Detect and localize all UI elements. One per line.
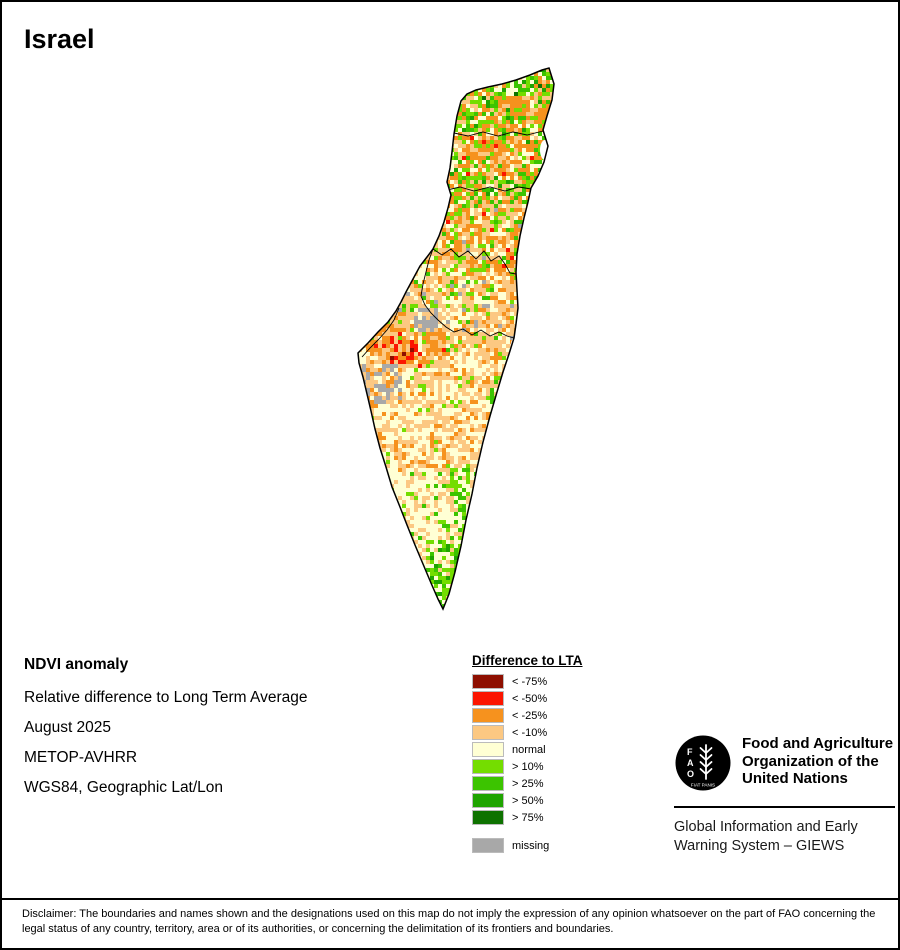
gaza-boundary xyxy=(361,307,400,358)
fao-block: F A O FIAT PANIS Food and Agriculture xyxy=(674,733,896,856)
fao-org-name: Food and Agriculture Organization of the… xyxy=(742,735,893,788)
legend-label: normal xyxy=(512,743,546,756)
legend-row: > 50% xyxy=(472,793,622,808)
giews-line: Warning System – GIEWS xyxy=(674,838,845,854)
legend-label: > 50% xyxy=(512,794,544,807)
fao-logo-icon: F A O FIAT PANIS xyxy=(675,735,731,791)
legend-swatch-gt-50 xyxy=(472,793,504,808)
legend-swatch-lt-10 xyxy=(472,725,504,740)
fao-org-line: Food and Agriculture xyxy=(742,735,894,752)
district-boundary-galilee xyxy=(453,130,544,137)
legend-swatch-gt-75 xyxy=(472,810,504,825)
fao-org-line: Organization of the xyxy=(742,752,879,770)
footer-divider-line xyxy=(2,898,898,900)
wheat-ear-icon xyxy=(699,744,713,780)
west-bank-boundary-north xyxy=(432,248,517,275)
info-date: August 2025 xyxy=(24,719,112,736)
legend-swatch-gt-25 xyxy=(472,776,504,791)
legend-label: > 75% xyxy=(512,811,544,824)
legend-swatch-lt-25 xyxy=(472,708,504,723)
district-boundary-north xyxy=(446,186,532,192)
legend-label: < -25% xyxy=(512,709,548,722)
ndvi-pixel-cells xyxy=(358,68,554,609)
legend-swatch-missing xyxy=(472,838,504,853)
legend-label: missing xyxy=(512,839,550,852)
west-bank-boundary-south xyxy=(420,248,515,339)
legend-swatch-lt-50 xyxy=(472,691,504,706)
disclaimer-text: Disclaimer: The boundaries and names sho… xyxy=(22,908,876,935)
fao-org-line: United Nations xyxy=(742,770,848,787)
fao-motto: FIAT PANIS xyxy=(691,783,715,788)
legend-row: < -75% xyxy=(472,674,622,689)
legend-swatch-gt-10 xyxy=(472,759,504,774)
giews-line: Global Information and Early xyxy=(674,819,858,835)
legend-title: Difference to LTA xyxy=(472,653,583,668)
legend-row: > 75% xyxy=(472,810,622,825)
legend-label: > 10% xyxy=(512,760,544,773)
legend-label: < -75% xyxy=(512,675,548,688)
legend-swatch-lt-75 xyxy=(472,674,504,689)
legend-row: < -10% xyxy=(472,725,622,740)
israel-outline xyxy=(357,67,555,611)
legend-label: < -50% xyxy=(512,692,548,705)
fao-divider-line xyxy=(674,806,895,808)
legend: Difference to LTA < -75% < -50% < -25% <… xyxy=(472,653,622,856)
legend-row: > 10% xyxy=(472,759,622,774)
legend-label: > 25% xyxy=(512,777,544,790)
legend-row: > 25% xyxy=(472,776,622,791)
page-title: Israel xyxy=(24,24,95,54)
legend-row: normal xyxy=(472,742,622,757)
dead-sea xyxy=(510,338,518,366)
info-sensor: METOP-AVHRR xyxy=(24,749,138,766)
legend-row: < -50% xyxy=(472,691,622,706)
info-projection: WGS84, Geographic Lat/Lon xyxy=(24,779,224,796)
legend-row: < -25% xyxy=(472,708,622,723)
legend-row-missing: missing xyxy=(472,838,622,853)
ndvi-heading: NDVI anomaly xyxy=(24,656,129,673)
legend-swatch-normal xyxy=(472,742,504,757)
info-relative-difference: Relative difference to Long Term Average xyxy=(24,689,308,706)
giews-caption: Global Information and Early Warning Sys… xyxy=(674,818,896,856)
legend-label: < -10% xyxy=(512,726,548,739)
